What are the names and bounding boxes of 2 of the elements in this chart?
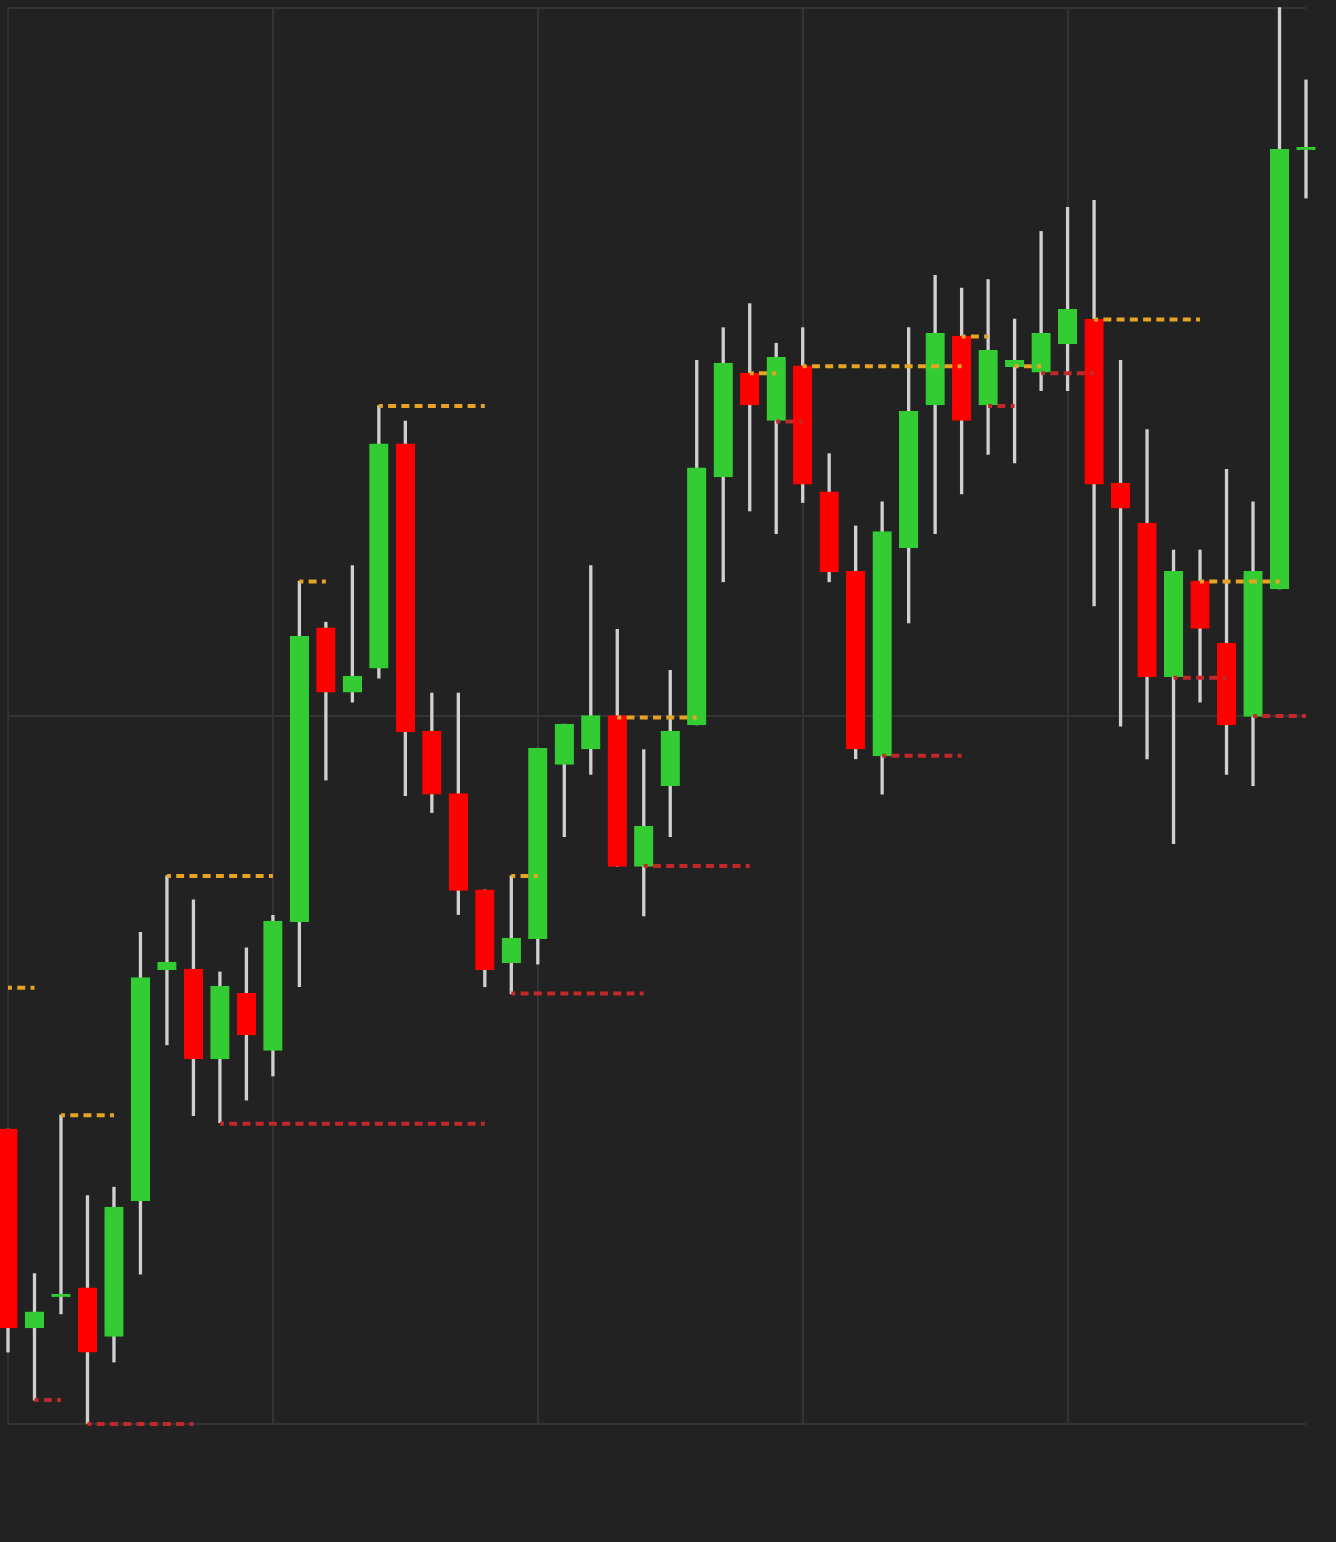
candlestick [1031, 231, 1051, 391]
candlestick [157, 875, 177, 1046]
